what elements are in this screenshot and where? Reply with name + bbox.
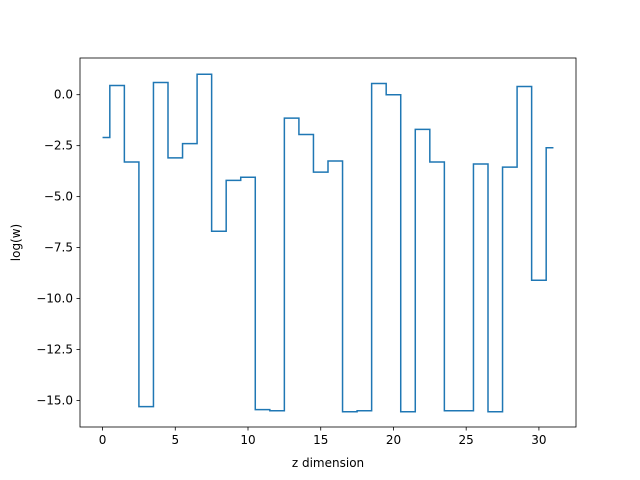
y-tick-label: −15.0 [36, 393, 73, 407]
x-tick-label: 5 [171, 433, 179, 447]
y-tick-label: −7.5 [44, 241, 73, 255]
y-tick-label: −2.5 [44, 139, 73, 153]
x-axis: 0 5 10 15 20 25 30 [99, 427, 547, 447]
x-tick-label: 30 [531, 433, 546, 447]
x-tick-label: 25 [459, 433, 474, 447]
x-tick-label: 0 [99, 433, 107, 447]
y-tick-label: 0.0 [54, 88, 73, 102]
plot-area [80, 58, 576, 427]
x-tick-label: 10 [240, 433, 255, 447]
y-axis: 0.0 −2.5 −5.0 −7.5 −10.0 −12.5 −15.0 [36, 88, 80, 407]
y-tick-label: −5.0 [44, 190, 73, 204]
y-axis-label: log(w) [9, 224, 23, 261]
y-tick-label: −12.5 [36, 343, 73, 357]
axes-frame [79, 57, 577, 428]
series-layer [102, 73, 554, 413]
x-tick-label: 20 [386, 433, 401, 447]
x-axis-label: z dimension [292, 456, 364, 470]
y-tick-label: −10.0 [36, 292, 73, 306]
x-tick-label: 15 [313, 433, 328, 447]
series-line-0 [102, 73, 554, 413]
